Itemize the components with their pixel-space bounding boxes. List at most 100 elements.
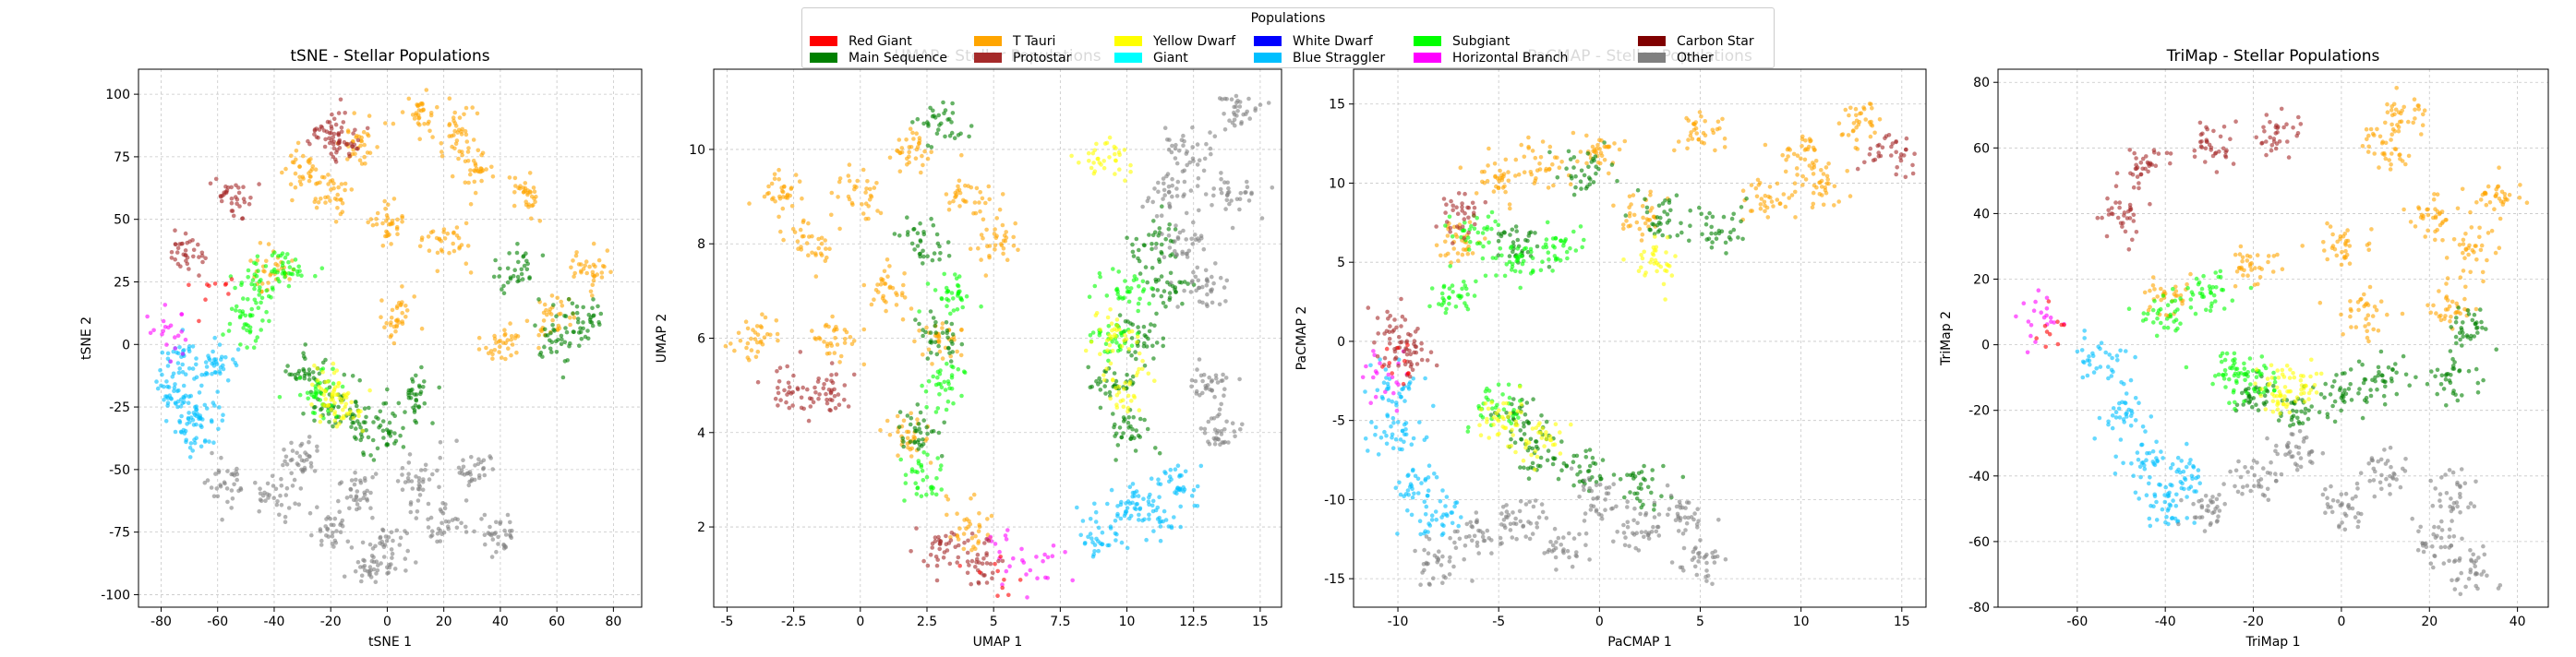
data-point [183, 248, 188, 253]
data-point [605, 248, 610, 253]
data-point [1602, 144, 1607, 149]
data-point [1122, 513, 1127, 519]
data-point [175, 350, 179, 355]
data-point [177, 345, 182, 350]
data-point [1164, 173, 1169, 179]
data-point [2387, 158, 2391, 162]
data-point [173, 400, 178, 405]
data-point [1466, 230, 1471, 235]
data-point [1679, 221, 1683, 226]
data-point [1102, 141, 1108, 146]
data-point [1113, 378, 1119, 384]
y-tick-label: -100 [101, 588, 130, 603]
data-point [934, 476, 939, 481]
data-point [825, 397, 829, 402]
data-point [1570, 564, 1575, 569]
data-point [398, 433, 403, 438]
data-point [435, 468, 439, 473]
data-point [430, 421, 435, 425]
data-point [1814, 185, 1819, 190]
data-point [984, 580, 990, 585]
data-point [1525, 238, 1530, 244]
data-point [954, 194, 958, 199]
data-point [1549, 549, 1555, 554]
data-point [1131, 278, 1137, 283]
data-point [909, 306, 914, 311]
data-point [832, 351, 837, 355]
data-point [234, 304, 239, 309]
data-point [479, 178, 484, 184]
data-point [572, 274, 576, 280]
data-point [1403, 421, 1409, 425]
data-point [1457, 226, 1463, 231]
data-point [501, 291, 507, 296]
data-point [484, 167, 488, 172]
data-point [1170, 143, 1174, 149]
data-point [223, 190, 229, 196]
data-point [435, 104, 439, 110]
data-point [482, 532, 488, 537]
data-point [1594, 171, 1598, 176]
data-point [1623, 213, 1629, 218]
data-point [851, 372, 857, 377]
data-point [1673, 254, 1678, 258]
data-point [919, 494, 924, 499]
data-point [773, 396, 778, 401]
data-point [1631, 476, 1636, 481]
data-point [348, 141, 354, 146]
data-point [1533, 231, 1537, 235]
y-tick-label: 0 [1337, 335, 1345, 350]
data-point [313, 390, 318, 395]
data-point [548, 312, 554, 317]
data-point [2366, 144, 2371, 149]
data-point [1854, 118, 1860, 124]
data-point [562, 340, 568, 345]
data-point [1518, 465, 1523, 470]
data-point [290, 271, 295, 277]
data-point [784, 400, 788, 405]
data-point [924, 325, 929, 330]
data-point [1219, 171, 1223, 175]
data-point [214, 486, 220, 491]
data-point [2425, 207, 2429, 212]
data-point [1402, 494, 1406, 499]
data-point [921, 558, 926, 564]
data-point [947, 561, 953, 567]
data-point [393, 438, 399, 444]
data-point [283, 459, 287, 464]
data-point [1105, 501, 1110, 507]
data-point [1378, 436, 1384, 440]
data-point [745, 326, 751, 331]
data-point [974, 185, 980, 191]
data-point [728, 341, 733, 346]
data-point [1832, 184, 1837, 189]
data-point [1523, 412, 1528, 417]
data-point [1541, 245, 1546, 250]
data-point [895, 293, 899, 298]
data-point [1465, 292, 1470, 297]
data-point [408, 502, 414, 507]
data-point [344, 392, 350, 397]
data-point [1035, 576, 1040, 580]
data-point [348, 494, 354, 499]
data-point [1739, 219, 1743, 224]
data-point [390, 551, 395, 556]
data-point [1193, 237, 1198, 243]
data-point [273, 261, 279, 267]
data-point [1425, 358, 1430, 363]
data-point [1161, 519, 1165, 524]
data-point [1156, 482, 1161, 486]
data-point [1128, 169, 1133, 174]
data-point [360, 428, 366, 434]
data-point [1111, 412, 1115, 416]
data-point [1489, 226, 1494, 232]
data-point [502, 328, 507, 333]
data-point [901, 418, 907, 424]
data-point [1112, 144, 1117, 149]
data-point [1195, 484, 1200, 489]
data-point [875, 209, 880, 213]
data-point [1769, 199, 1775, 204]
data-point [494, 520, 499, 525]
data-point [235, 201, 239, 207]
data-point [187, 267, 191, 271]
